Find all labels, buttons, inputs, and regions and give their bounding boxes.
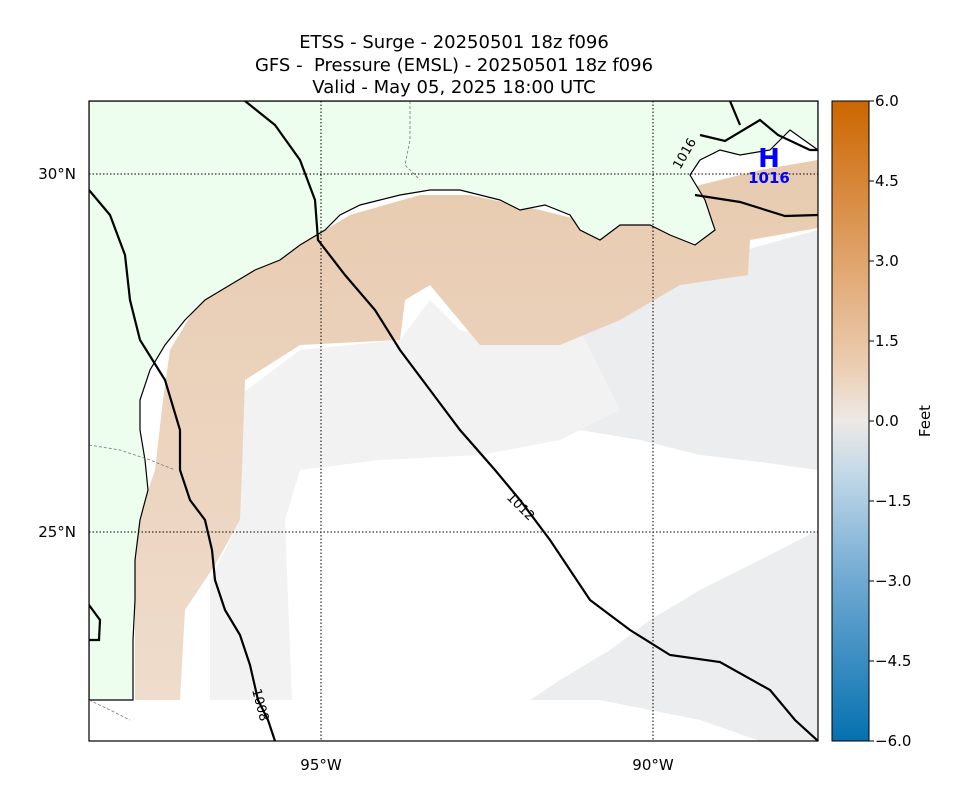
colorbar-tick-label: 3.0 — [875, 252, 899, 270]
title-line-1: ETSS - Surge - 20250501 18z f096 — [299, 32, 609, 53]
colorbar-ticks: 6.0 4.5 3.0 1.5 0.0 −1.5 −3.0 −4.5 −6.0 — [869, 92, 911, 750]
isobar-1016-north — [728, 101, 742, 126]
near-zero-surge-field — [210, 300, 620, 700]
colorbar-label: Feet — [916, 405, 934, 437]
colorbar-tick-label: −4.5 — [875, 652, 911, 670]
colorbar-tick-label: −3.0 — [875, 572, 911, 590]
colorbar — [831, 100, 870, 742]
lat-tick-label: 25°N — [38, 523, 76, 541]
state-border-line — [89, 101, 421, 471]
colorbar-tick-label: 4.5 — [875, 172, 899, 190]
map-frame — [88, 100, 819, 742]
lon-tick-label: 90°W — [632, 756, 674, 774]
neutral-surge-field-south — [530, 530, 818, 741]
positive-surge-band — [135, 160, 818, 700]
lon-tick-label: 95°W — [300, 756, 342, 774]
high-pressure-value: 1016 — [748, 169, 790, 187]
map-plot-area: 1008 1012 1016 H 1016 — [89, 101, 818, 741]
mexico-border-line — [89, 699, 131, 721]
isobar-1016 — [694, 118, 818, 218]
colorbar-tick-label: −6.0 — [875, 732, 911, 750]
colorbar-tick-label: 0.0 — [875, 412, 899, 430]
colorbar-tick-label: −1.5 — [875, 492, 911, 510]
isobar-1008-west — [89, 604, 102, 642]
isobar-1012 — [244, 101, 818, 741]
title-line-2: GFS - Pressure (EMSL) - 20250501 18z f09… — [254, 55, 654, 76]
title-line-3: Valid - May 05, 2025 18:00 UTC — [312, 77, 596, 98]
colorbar-tick-label: 6.0 — [875, 92, 899, 110]
lat-tick-label: 30°N — [38, 165, 76, 183]
land-texas-louisiana — [89, 101, 818, 701]
isobar-1008 — [89, 189, 277, 741]
high-pressure-letter: H — [758, 144, 780, 174]
colorbar-tick-label: 1.5 — [875, 332, 899, 350]
